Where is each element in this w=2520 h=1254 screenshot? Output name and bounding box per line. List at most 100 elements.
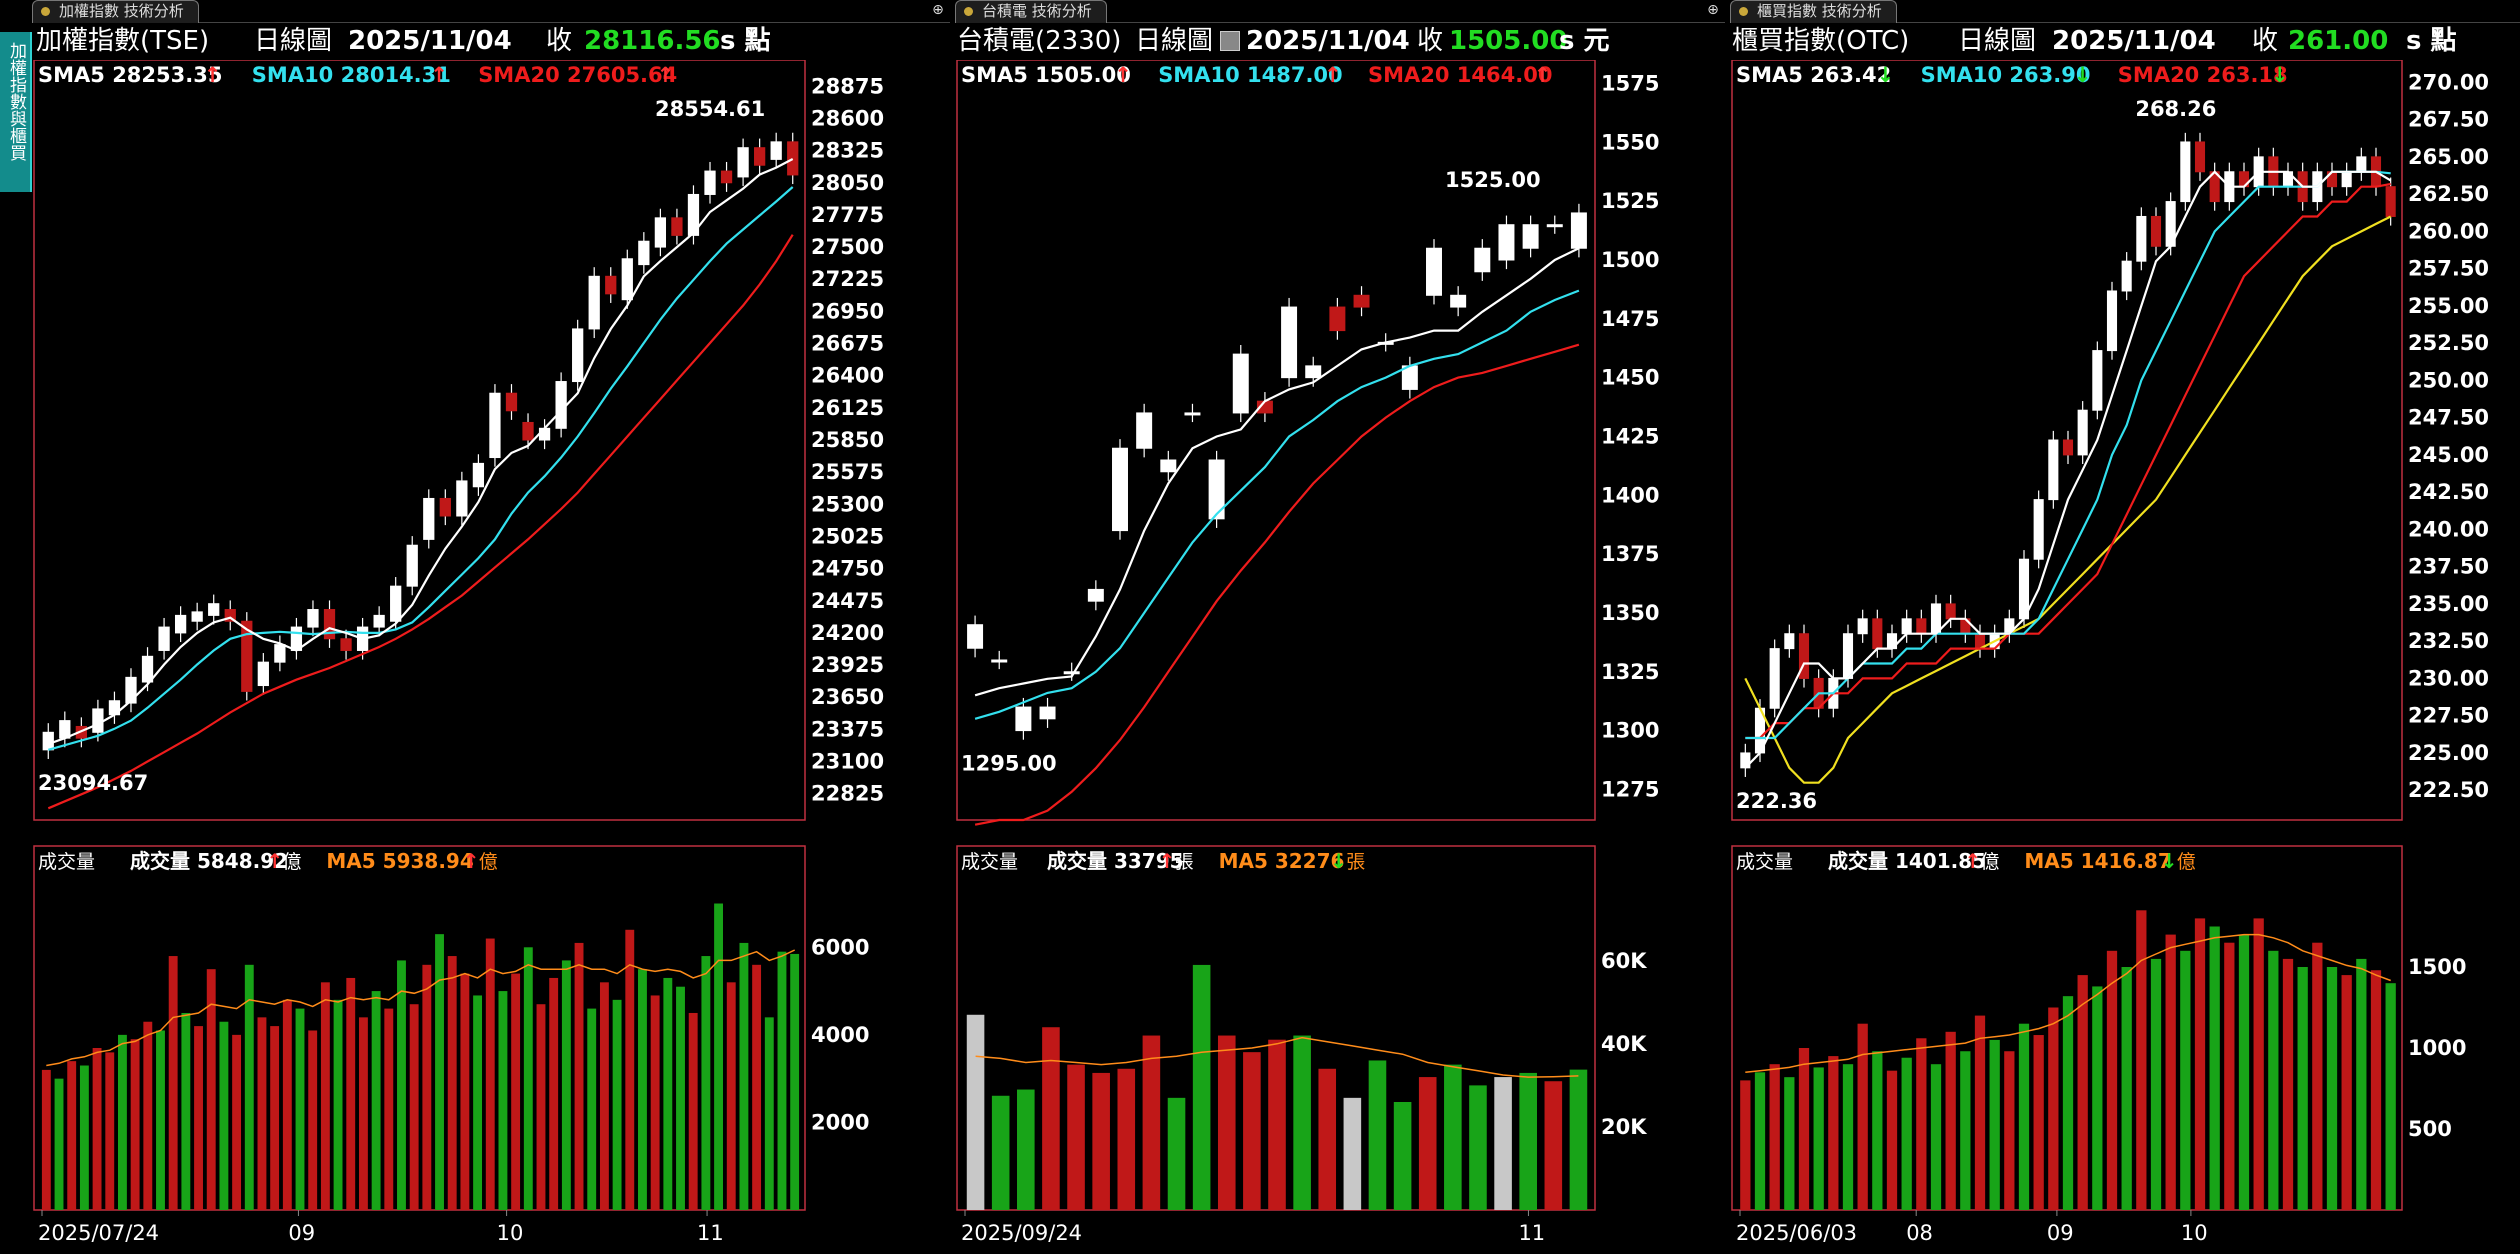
volume-bar bbox=[1318, 1068, 1337, 1210]
zoom-icon[interactable]: ⊕ bbox=[932, 2, 944, 18]
chart-area[interactable]: 22825 23100 23375 23650 23925 24200 24475 24750… bbox=[32, 59, 950, 1254]
sma10-line bbox=[974, 289, 1580, 720]
volume-bar bbox=[1343, 1097, 1362, 1210]
zoom-icon[interactable]: ⊕ bbox=[1707, 2, 1719, 18]
volume-bar bbox=[2121, 967, 2132, 1210]
candle-body bbox=[2033, 499, 2044, 560]
y-tick-label: 1450 bbox=[1601, 366, 1659, 390]
volume-bar bbox=[676, 986, 685, 1210]
y-tick-label: 25850 bbox=[811, 428, 884, 452]
y-tick-label: 1500 bbox=[1601, 248, 1659, 272]
volume-bar bbox=[1784, 1077, 1795, 1210]
candle-body bbox=[323, 609, 336, 640]
panel-tab[interactable]: 加權指數 技術分析 bbox=[32, 0, 199, 23]
y-tick-label: 27775 bbox=[811, 203, 884, 227]
volume-bar bbox=[2356, 958, 2367, 1210]
volume-bar bbox=[561, 960, 571, 1210]
y-tick-label: 24750 bbox=[811, 557, 884, 581]
period-label[interactable]: 日線圖 bbox=[254, 26, 333, 56]
volume-bar bbox=[194, 1026, 203, 1210]
sma20-line bbox=[1745, 182, 2391, 740]
volume-unit: 億 bbox=[1980, 851, 1999, 873]
panel-tab[interactable]: 櫃買指數 技術分析 bbox=[1730, 0, 1897, 23]
volume-bar bbox=[156, 1030, 165, 1210]
volume-bar bbox=[2136, 910, 2147, 1210]
chart-svg[interactable]: 222.50 225.00 227.50 230.00 232.50 235.00 237.… bbox=[1730, 59, 2520, 1250]
candle-body bbox=[1474, 247, 1491, 273]
volume-bar bbox=[397, 960, 406, 1210]
chart-area[interactable]: 1275 1300 1325 1350 1375 1400 1425 1450 1475 1500… bbox=[955, 59, 1725, 1254]
candle-body bbox=[555, 381, 567, 429]
volume-bar bbox=[1042, 1027, 1060, 1210]
chart-svg[interactable]: 1275 1300 1325 1350 1375 1400 1425 1450 1475 1500… bbox=[955, 59, 1725, 1250]
candle-body bbox=[208, 603, 220, 616]
chart-area[interactable]: 222.50 225.00 227.50 230.00 232.50 235.00 237.… bbox=[1730, 59, 2520, 1254]
volume-bar bbox=[599, 982, 609, 1210]
volume-bar bbox=[511, 973, 521, 1210]
volume-bar bbox=[54, 1078, 64, 1210]
y-tick-label: 26675 bbox=[811, 332, 884, 356]
volume-bar bbox=[1117, 1068, 1136, 1210]
candle-body bbox=[538, 427, 551, 441]
volume-bar bbox=[1368, 1060, 1387, 1210]
volume-bar bbox=[1769, 1064, 1780, 1210]
volume-bar bbox=[549, 977, 559, 1210]
candle-body bbox=[1015, 706, 1032, 732]
x-axis-label: 09 bbox=[2047, 1221, 2074, 1245]
candle-body bbox=[1450, 294, 1467, 308]
sma-arrow-icon: ↓ bbox=[2271, 63, 2289, 87]
volume-bar bbox=[1444, 1064, 1462, 1210]
volume-bar bbox=[2224, 942, 2235, 1210]
candle-body bbox=[704, 170, 716, 195]
volume-bar bbox=[1268, 1039, 1286, 1210]
volume-unit: 億 bbox=[282, 851, 301, 873]
volume-bar bbox=[1418, 1077, 1437, 1210]
sma-legend-label: SMA10 1487.00 bbox=[1158, 63, 1342, 87]
volume-bar bbox=[587, 1008, 597, 1210]
candle-body bbox=[1901, 618, 1912, 635]
volume-bar bbox=[625, 929, 635, 1210]
y-tick-label: 1575 bbox=[1601, 72, 1659, 96]
volume-bar bbox=[371, 991, 381, 1210]
candle-body bbox=[2356, 156, 2367, 173]
period-dropdown-icon[interactable] bbox=[1220, 31, 1240, 51]
volume-bar bbox=[701, 956, 711, 1210]
volume-bar bbox=[1142, 1035, 1161, 1210]
date-label: 2025/11/04 bbox=[2052, 26, 2216, 56]
chart-svg[interactable]: 22825 23100 23375 23650 23925 24200 24475 24750… bbox=[32, 59, 950, 1250]
x-axis-label: 11 bbox=[697, 1221, 724, 1245]
high-annotation: 1525.00 bbox=[1445, 168, 1541, 192]
y-tick-label: 25300 bbox=[811, 492, 884, 516]
y-tick-label: 23925 bbox=[811, 653, 884, 677]
y-tick-label: 227.50 bbox=[2408, 704, 2489, 728]
low-annotation: 1295.00 bbox=[961, 752, 1057, 776]
side-tab[interactable]: 加權指數與櫃買 bbox=[0, 32, 32, 192]
volume-bar bbox=[1886, 1070, 1898, 1210]
period-label[interactable]: 日線圖 bbox=[1958, 26, 2037, 56]
volume-bar bbox=[1798, 1048, 1810, 1210]
period-label[interactable]: 日線圖 bbox=[1135, 26, 1214, 56]
close-label: 收 bbox=[2252, 26, 2279, 56]
y-tick-label: 1425 bbox=[1601, 424, 1659, 448]
y-tick-label: 1375 bbox=[1601, 542, 1659, 566]
sma-arrow-icon: ↑ bbox=[657, 63, 675, 87]
panel-tab[interactable]: 台積電 技術分析 bbox=[955, 0, 1107, 23]
volume-bar bbox=[2077, 975, 2088, 1210]
close-suffix: s 元 bbox=[1559, 26, 1610, 56]
candle-body bbox=[1570, 212, 1587, 249]
candle-body bbox=[2150, 215, 2162, 247]
volume-bar bbox=[118, 1034, 127, 1210]
volume-bar bbox=[663, 977, 673, 1210]
candle-body bbox=[1184, 412, 1201, 416]
y-tick-label: 23375 bbox=[811, 717, 884, 741]
y-tick-label: 1300 bbox=[1601, 719, 1659, 743]
volume-bar bbox=[232, 1034, 242, 1210]
candle-body bbox=[1087, 588, 1104, 602]
symbol-name: 加權指數(TSE) bbox=[36, 26, 210, 56]
y-tick-label: 23100 bbox=[811, 750, 884, 774]
sma-legend-label: SMA20 1464.00 bbox=[1368, 63, 1552, 87]
candle-body bbox=[1329, 306, 1346, 332]
volume-bar bbox=[688, 1012, 698, 1210]
volume-ma-arrow-icon: ↑ bbox=[463, 849, 480, 873]
close-suffix: s 點 bbox=[2406, 26, 2457, 56]
